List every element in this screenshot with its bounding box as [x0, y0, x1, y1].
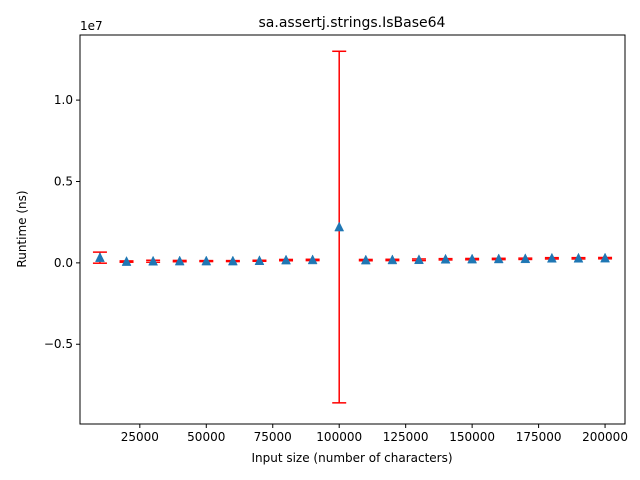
data-point-marker [520, 253, 531, 264]
y-axis: −0.5 0.0 0.5 1.0 [44, 93, 80, 351]
data-point-marker [387, 254, 398, 265]
x-tick-label: 175000 [516, 430, 562, 444]
chart-title: sa.assertj.strings.IsBase64 [259, 15, 446, 31]
data-point-marker [281, 254, 291, 265]
x-tick-label: 150000 [449, 430, 495, 444]
data-point-marker [121, 256, 132, 266]
data-point-marker [254, 255, 265, 266]
data-point-marker [414, 254, 424, 265]
data-point-marker [573, 252, 584, 263]
data-point-marker [174, 255, 185, 266]
x-axis-label: Input size (number of characters) [251, 451, 452, 465]
axes-frame [79, 34, 626, 425]
x-tick-label: 25000 [121, 430, 159, 444]
x-tick-label: 100000 [316, 430, 362, 444]
data-point-marker [307, 254, 318, 265]
x-tick-label: 50000 [187, 430, 225, 444]
data-point-marker [95, 252, 105, 262]
data-point-marker [467, 253, 478, 264]
plot-area [92, 50, 613, 404]
data-point-marker [546, 252, 557, 263]
data-point-marker [493, 253, 504, 264]
data-point-marker [148, 255, 159, 266]
y-tick-label: −0.5 [44, 337, 73, 351]
y-tick-label: 1.0 [54, 93, 73, 107]
data-point-marker [360, 254, 371, 265]
x-tick-label: 200000 [582, 430, 628, 444]
y-axis-label: Runtime (ns) [15, 190, 29, 267]
y-axis-offset-label: 1e7 [80, 19, 103, 33]
x-axis: 25000 50000 75000 100000 125000 150000 175000 2… [121, 424, 628, 444]
y-tick-label: 0.0 [54, 256, 73, 270]
x-tick-label: 75000 [254, 430, 292, 444]
data-point-marker [600, 252, 610, 263]
x-tick-label: 125000 [383, 430, 429, 444]
data-point-marker [440, 253, 451, 264]
data-point-marker [201, 255, 212, 266]
y-tick-label: 0.5 [54, 174, 73, 188]
data-point-marker [227, 255, 238, 266]
data-point-marker [334, 221, 345, 232]
